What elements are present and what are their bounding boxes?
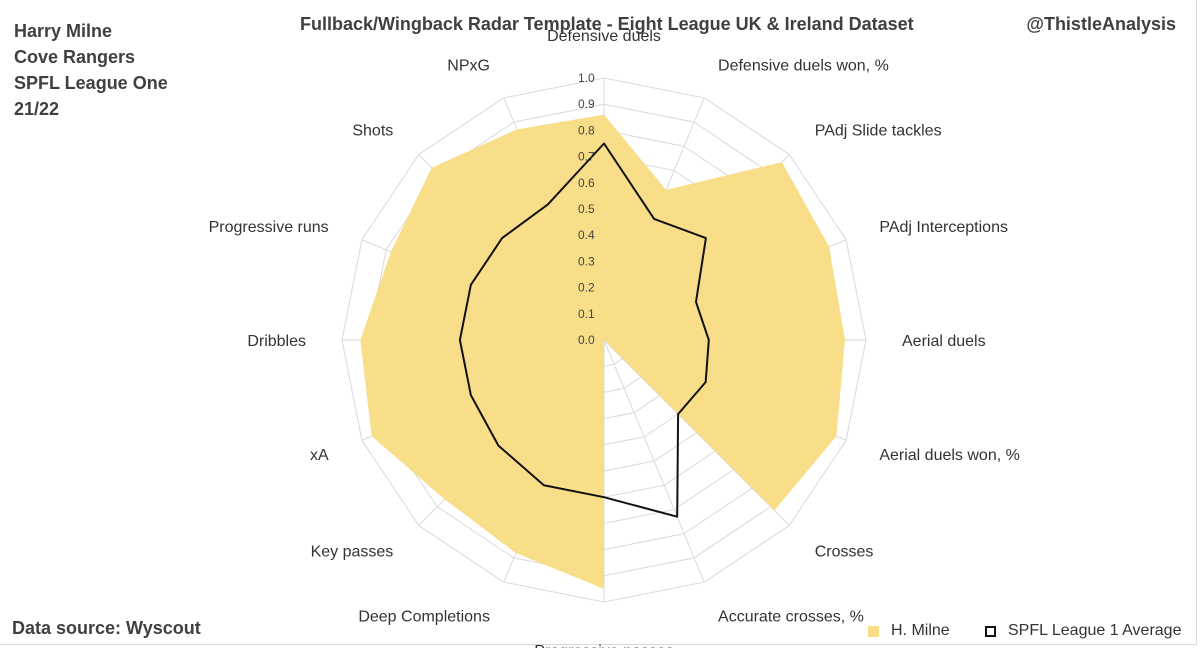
author-handle: @ThistleAnalysis [1026, 14, 1176, 34]
axis-label: Key passes [311, 544, 394, 561]
radar-tick-labels: 0.0 0.1 0.2 0.3 0.4 0.5 0.6 0.7 0.8 0.9 1.0 [578, 71, 595, 347]
axis-label: Shots [352, 122, 393, 139]
player-name: Harry Milne [14, 21, 113, 41]
series-line-average [458, 142, 710, 518]
axis-label: Deep Completions [358, 608, 490, 625]
legend-item-player: H. Milne [868, 622, 950, 640]
legend-label-player: H. Milne [891, 622, 950, 639]
tick-label: 0.7 [578, 150, 595, 164]
axis-label: Progressive passes [534, 643, 674, 648]
tick-label: 0.3 [578, 254, 595, 268]
league-name: SPFL League One [14, 73, 168, 93]
radar-axis-labels: Defensive duels Defensive duels won, % PAd… [209, 28, 1020, 648]
data-source: Data source: Wyscout [12, 618, 201, 638]
axis-label: Aerial duels won, % [879, 447, 1020, 464]
tick-label: 1.0 [578, 71, 595, 85]
axis-label: PAdj Interceptions [879, 219, 1008, 236]
tick-label: 0.8 [578, 123, 595, 137]
tick-label: 0.1 [578, 307, 595, 321]
axis-label: Aerial duels [902, 333, 986, 350]
chart-title: Fullback/Wingback Radar Template - Eight… [300, 14, 914, 34]
tick-label: 0.2 [578, 281, 595, 295]
axis-label: xA [310, 447, 329, 464]
axis-label: Accurate crosses, % [718, 608, 864, 625]
player-info: Harry Milne Cove Rangers SPFL League One… [14, 18, 168, 122]
tick-label: 0.9 [578, 97, 595, 111]
season: 21/22 [14, 99, 60, 119]
team-name: Cove Rangers [14, 47, 136, 67]
tick-label: 0.0 [578, 333, 595, 347]
axis-label: Defensive duels [547, 28, 661, 45]
legend-swatch-player [868, 625, 879, 637]
radar-series [360, 114, 846, 589]
tick-label: 0.6 [578, 176, 595, 190]
legend-label-average: SPFL League 1 Average [1008, 622, 1182, 639]
axis-label: Defensive duels won, % [718, 58, 889, 75]
legend-swatch-average [985, 625, 996, 637]
axis-label: Crosses [815, 544, 874, 561]
axis-label: PAdj Slide tackles [815, 122, 942, 139]
axis-label: NPxG [447, 58, 490, 75]
legend-item-average: SPFL League 1 Average [985, 622, 1181, 640]
axis-label: Progressive runs [209, 219, 329, 236]
series-area-player [360, 114, 846, 589]
tick-label: 0.5 [578, 202, 595, 216]
axis-label: Dribbles [247, 333, 306, 350]
grid-spoke [603, 339, 705, 583]
tick-label: 0.4 [578, 228, 595, 242]
